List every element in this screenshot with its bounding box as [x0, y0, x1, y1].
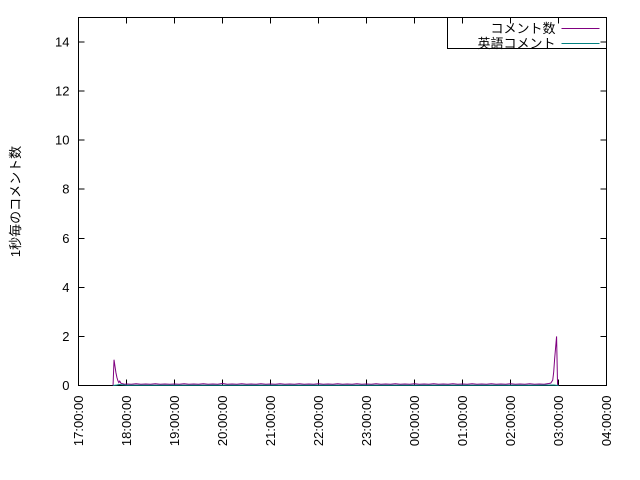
- x-axis-tick-marks: [78, 17, 607, 386]
- y-axis-label-text: 1秒毎のコメント数: [8, 146, 23, 257]
- y-tick-label: 6: [62, 231, 69, 246]
- x-tick-label: 21:00:00: [263, 396, 278, 447]
- x-tick-label: 04:00:00: [599, 396, 614, 447]
- y-tick-label: 8: [62, 182, 69, 197]
- x-tick-label: 18:00:00: [119, 396, 134, 447]
- legend-border: [447, 17, 607, 49]
- legend-label[interactable]: 英語コメント: [477, 36, 555, 51]
- series-line-1: [112, 336, 559, 386]
- series-line-2: [112, 384, 559, 386]
- y-tick-label: 12: [55, 84, 69, 99]
- y-axis-title: 1秒毎のコメント数: [8, 146, 23, 257]
- x-tick-label: 23:00:00: [359, 396, 374, 447]
- x-tick-label: 20:00:00: [215, 396, 230, 447]
- x-tick-label: 01:00:00: [455, 396, 470, 447]
- data-series-group: [112, 336, 559, 386]
- x-tick-label: 00:00:00: [407, 396, 422, 447]
- y-tick-label: 14: [55, 35, 69, 50]
- y-tick-label: 2: [62, 329, 69, 344]
- y-tick-label: 0: [62, 378, 69, 393]
- x-axis-tick-labels: 17:00:00 18:00:00 19:00:00 20:00:00 21:00:00…: [71, 396, 614, 447]
- y-axis-tick-marks: [78, 41, 607, 386]
- x-tick-label: 17:00:00: [71, 396, 86, 447]
- y-tick-label: 10: [55, 133, 69, 148]
- axis-frame: [78, 17, 607, 386]
- y-axis-tick-labels: 0 2 4 6 8 10 12 14: [55, 35, 69, 393]
- x-tick-label: 19:00:00: [167, 396, 182, 447]
- x-tick-label: 02:00:00: [503, 396, 518, 447]
- x-tick-label: 22:00:00: [311, 396, 326, 447]
- legend-label[interactable]: コメント数: [490, 21, 555, 36]
- y-tick-label: 4: [62, 280, 69, 295]
- x-tick-label: 03:00:00: [551, 396, 566, 447]
